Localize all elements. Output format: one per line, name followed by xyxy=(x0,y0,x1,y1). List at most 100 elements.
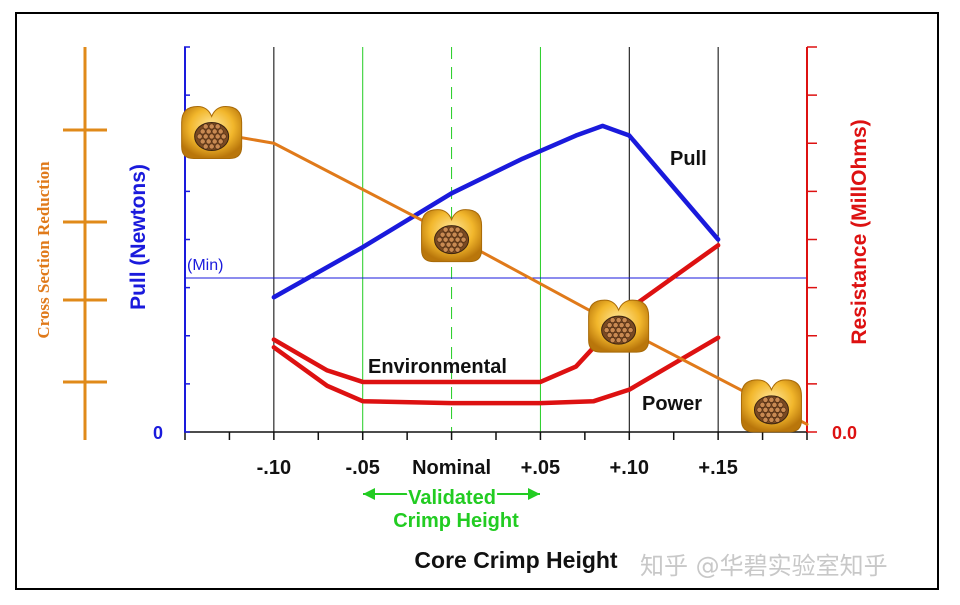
crimp-strand xyxy=(451,231,458,238)
crimp-strand xyxy=(606,332,613,339)
crimp-strand xyxy=(217,128,224,135)
crimp-strand xyxy=(454,236,461,243)
crimp-strand xyxy=(765,401,772,408)
validated-range-marker: Validated Crimp Height xyxy=(363,485,540,532)
min-label: (Min) xyxy=(187,257,223,274)
crimp-strand xyxy=(621,317,628,324)
series-line-pull xyxy=(271,123,721,300)
crimp-strand xyxy=(768,416,775,423)
watermark-text: 知乎 @华碧实验室知乎 xyxy=(640,552,888,580)
crimp-strand xyxy=(615,327,622,334)
crimp-strand xyxy=(202,143,209,150)
crimp-strand xyxy=(615,317,622,324)
crimp-strand xyxy=(612,332,619,339)
x-tick-label: +.05 xyxy=(521,457,560,479)
crimp-strand xyxy=(777,411,784,418)
crimp-strand xyxy=(609,337,616,344)
crimp-strand xyxy=(457,241,464,248)
x-tick-label: Nominal xyxy=(412,457,491,479)
crimp-strand xyxy=(774,406,781,413)
crimp-strand xyxy=(780,406,787,413)
crimp-strand xyxy=(442,226,449,233)
power-series-label: Power xyxy=(642,393,702,415)
crimp-strand xyxy=(621,327,628,334)
pull-series-label: Pull xyxy=(670,148,707,170)
crimp-strand xyxy=(615,337,622,344)
crimp-strand xyxy=(460,236,467,243)
crimp-strand xyxy=(762,416,769,423)
crimp-strand xyxy=(439,241,446,248)
crimp-strand xyxy=(202,133,209,140)
crimp-strand xyxy=(624,332,631,339)
crimp-strand xyxy=(457,231,464,238)
crimp-strand xyxy=(768,396,775,403)
crimp-section-icon xyxy=(421,209,483,263)
crimp-strand xyxy=(205,128,212,135)
crimp-strand xyxy=(621,337,628,344)
crimp-section-icon xyxy=(588,299,650,353)
crimp-strand xyxy=(765,411,772,418)
x-tick-label: -.10 xyxy=(257,457,291,479)
crimp-section-icon xyxy=(181,105,243,159)
crimp-strand xyxy=(220,133,227,140)
crimp-strand xyxy=(612,322,619,329)
crimp-strand xyxy=(609,327,616,334)
crimp-strand xyxy=(199,128,206,135)
axes xyxy=(63,46,817,440)
pull-axis-label: Pull (Newtons) xyxy=(127,164,150,310)
crimp-strand xyxy=(208,123,215,130)
x-tick-label: +.10 xyxy=(610,457,649,479)
crimp-strand xyxy=(454,246,461,253)
crimp-strand xyxy=(609,317,616,324)
series-lines xyxy=(183,123,809,426)
crimp-strand xyxy=(202,123,209,130)
crimp-strand xyxy=(436,236,443,243)
y-right-zero-label: 0.0 xyxy=(832,423,857,443)
crimp-strand xyxy=(214,133,221,140)
crimp-strand xyxy=(445,231,452,238)
crimp-strand xyxy=(777,401,784,408)
grid-lines xyxy=(185,47,807,432)
cross-section-axis-label: Cross Section Reduction xyxy=(34,161,53,339)
crimp-strand xyxy=(771,411,778,418)
crimp-strand xyxy=(768,406,775,413)
crimp-strand xyxy=(199,138,206,145)
crimp-strand xyxy=(448,226,455,233)
crimp-strand xyxy=(759,411,766,418)
x-tick-label: +.15 xyxy=(698,457,737,479)
environmental-series-label: Environmental xyxy=(368,356,507,378)
crimp-strand xyxy=(759,401,766,408)
crimp-strand xyxy=(448,236,455,243)
crimp-strand xyxy=(211,138,218,145)
crimp-section-icon xyxy=(740,379,802,433)
validated-label-line1: Validated xyxy=(408,487,496,509)
crimp-strand xyxy=(756,406,763,413)
crimp-strand xyxy=(774,416,781,423)
crimp-strand xyxy=(208,143,215,150)
series-line-power xyxy=(271,335,721,406)
crimp-strand xyxy=(762,406,769,413)
x-tick-label: -.05 xyxy=(345,457,379,479)
crimp-strand xyxy=(603,327,610,334)
crimp-strand xyxy=(627,327,634,334)
crimp-strand xyxy=(442,236,449,243)
crimp-strand xyxy=(214,143,221,150)
crimp-strand xyxy=(774,396,781,403)
crimp-strand xyxy=(618,322,625,329)
crimp-strand xyxy=(211,128,218,135)
x-tick-labels: -.10 -.05 Nominal +.05 +.10 +.15 xyxy=(257,457,738,479)
crimp-strand xyxy=(762,396,769,403)
crimp-strand xyxy=(205,138,212,145)
crimp-strand xyxy=(442,246,449,253)
crimp-strand xyxy=(439,231,446,238)
crimp-strand xyxy=(454,226,461,233)
x-axis-title: Core Crimp Height xyxy=(414,547,618,573)
crimp-strand xyxy=(618,332,625,339)
crimp-strand xyxy=(214,123,221,130)
crimp-strand xyxy=(217,138,224,145)
crimp-strand xyxy=(448,246,455,253)
y-left-zero-label: 0 xyxy=(153,423,163,443)
crimp-strand xyxy=(624,322,631,329)
crimp-strand xyxy=(451,241,458,248)
